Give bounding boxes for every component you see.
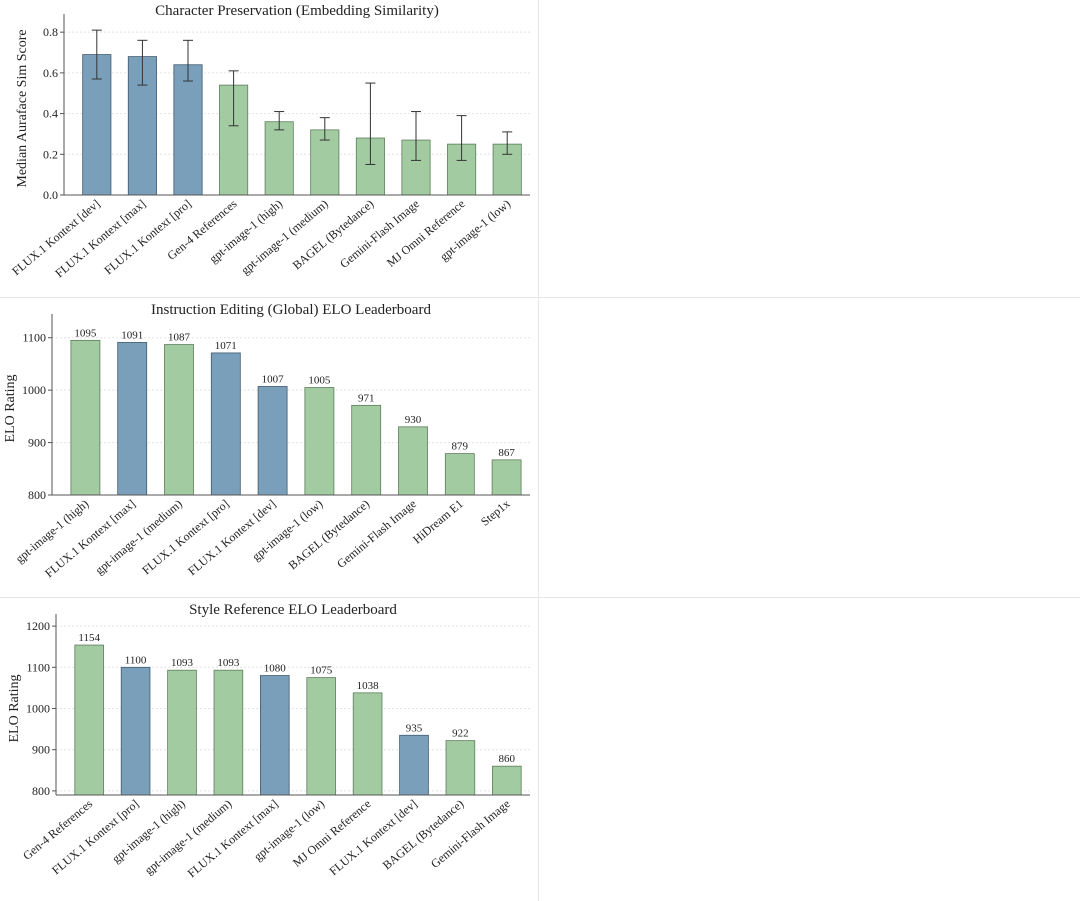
bar	[117, 342, 148, 496]
x-category-label: FLUX.1 Kontext [max]	[42, 497, 138, 581]
y-tick-label: 1200	[26, 619, 50, 633]
horizontal-divider-1	[0, 297, 1080, 298]
chart-title: Instruction Editing (Global) ELO Leaderb…	[151, 302, 431, 318]
value-label: 1093	[217, 657, 240, 669]
chart-svg-3: Instruction Editing (Global) ELO Leaderb…	[3, 302, 530, 581]
chart-panel-3: Instruction Editing (Global) ELO Leaderb…	[0, 298, 540, 598]
x-category-label: FLUX.1 Kontext [max]	[185, 797, 281, 881]
y-axis-label: ELO Rating	[7, 674, 22, 742]
bar	[173, 64, 203, 196]
value-label: 1100	[125, 654, 147, 666]
x-category-label: FLUX.1 Kontext [dev]	[326, 797, 420, 879]
x-category-label: HiDream E1	[410, 497, 466, 547]
x-category-label: MJ Omni Reference	[290, 797, 374, 870]
value-label: 860	[499, 753, 516, 765]
x-category-label: MJ Omni Reference	[384, 197, 468, 270]
y-tick-label: 0.0	[43, 188, 58, 202]
bar	[444, 453, 475, 496]
bar	[445, 740, 476, 796]
bar	[260, 675, 290, 796]
value-label: 1038	[357, 680, 380, 692]
y-tick-label: 0.8	[43, 25, 58, 39]
value-label: 1095	[74, 327, 97, 339]
y-tick-label: 800	[32, 784, 50, 798]
bar	[210, 352, 241, 496]
y-tick-label: 1100	[26, 660, 50, 674]
chart-svg-4: Instruction Editing (Local) ELO Leaderbo…	[540, 298, 1080, 598]
value-label: 1075	[310, 665, 333, 677]
value-label: 1005	[308, 375, 331, 387]
bar	[304, 387, 335, 496]
chart-svg-1: Character Preservation (Embedding Simila…	[9, 3, 530, 280]
value-label: 1071	[215, 340, 237, 352]
y-axis-label: ELO Rating	[3, 374, 18, 442]
chart-panel-6: Text Insertion and Editing ELO Leaderboa…	[540, 598, 1080, 901]
bar	[352, 692, 383, 796]
y-tick-label: 0.2	[43, 147, 58, 161]
x-category-label: FLUX.1 Kontext [pro]	[139, 497, 231, 578]
bar	[213, 669, 244, 796]
y-tick-label: 900	[28, 436, 46, 450]
x-category-label: BAGEL (Bytedance)	[286, 497, 373, 573]
bar	[264, 121, 294, 196]
bar	[399, 734, 429, 796]
bar	[492, 765, 522, 796]
value-label: 930	[405, 414, 422, 426]
value-label: 1007	[262, 373, 285, 385]
bar	[167, 669, 197, 796]
value-label: 1093	[171, 657, 194, 669]
value-label: 922	[452, 728, 469, 740]
value-label: 1091	[121, 329, 143, 341]
chart-svg-2: Character Preservation ELO LeaderboardEL…	[540, 0, 1080, 298]
chart-svg-6: Text Insertion and Editing ELO Leaderboa…	[540, 598, 1080, 901]
bar	[310, 129, 340, 196]
horizontal-divider-2	[0, 597, 1080, 598]
chart-title: Character Preservation (Embedding Simila…	[155, 3, 439, 19]
value-label: 1087	[168, 332, 191, 344]
y-tick-label: 1000	[26, 702, 50, 716]
x-category-label: BAGEL (Bytedance)	[290, 197, 377, 273]
value-label: 879	[452, 441, 469, 453]
value-label: 1080	[264, 663, 287, 675]
vertical-divider	[538, 0, 539, 901]
bar	[491, 459, 522, 496]
y-tick-label: 0.4	[43, 107, 58, 121]
bar	[398, 426, 428, 496]
chart-svg-5: Style Reference ELO Leaderboard ELO Ratin…	[7, 602, 530, 881]
x-category-label: Step1x	[478, 497, 513, 529]
value-label: 935	[406, 722, 423, 734]
value-label: 1154	[78, 632, 100, 644]
y-tick-label: 900	[32, 743, 50, 757]
bar	[164, 344, 194, 496]
x-category-label: FLUX.1 Kontext [pro]	[49, 797, 141, 878]
value-label: 971	[358, 392, 375, 404]
bar	[120, 666, 151, 796]
y-tick-label: 800	[28, 488, 46, 502]
y-tick-label: 0.6	[43, 66, 58, 80]
x-category-label: Gemini-Flash Image	[337, 197, 422, 271]
x-category-label: FLUX.1 Kontext [pro]	[101, 197, 193, 278]
chart-panel-1: Character Preservation (Embedding Simila…	[0, 0, 540, 298]
x-category-label: gpt-image-1 (medium)	[92, 497, 184, 578]
x-category-label: FLUX.1 Kontext [dev]	[185, 497, 279, 579]
chart-panel-5: Style Reference ELO Leaderboard ELO Ratin…	[0, 598, 540, 901]
x-category-label: Gemini-Flash Image	[334, 497, 419, 571]
bar	[257, 386, 288, 496]
x-category-label: gpt-image-1 (medium)	[238, 197, 330, 278]
y-axis-label: Median Auraface Sim Score	[15, 29, 30, 187]
x-category-label: Gemini-Flash Image	[428, 797, 513, 871]
y-tick-label: 1000	[22, 383, 46, 397]
y-tick-label: 1100	[22, 331, 46, 345]
bar	[74, 644, 104, 796]
chart-panel-4: Instruction Editing (Local) ELO Leaderbo…	[540, 298, 1080, 598]
bar	[351, 404, 382, 496]
x-category-label: BAGEL (Bytedance)	[380, 797, 467, 873]
chart-panel-2: Character Preservation ELO LeaderboardEL…	[540, 0, 1080, 298]
value-label: 867	[498, 447, 515, 459]
x-category-label: gpt-image-1 (medium)	[142, 797, 234, 878]
bar	[306, 677, 336, 796]
chart-title: Style Reference ELO Leaderboard	[189, 602, 397, 618]
bar	[70, 339, 101, 496]
